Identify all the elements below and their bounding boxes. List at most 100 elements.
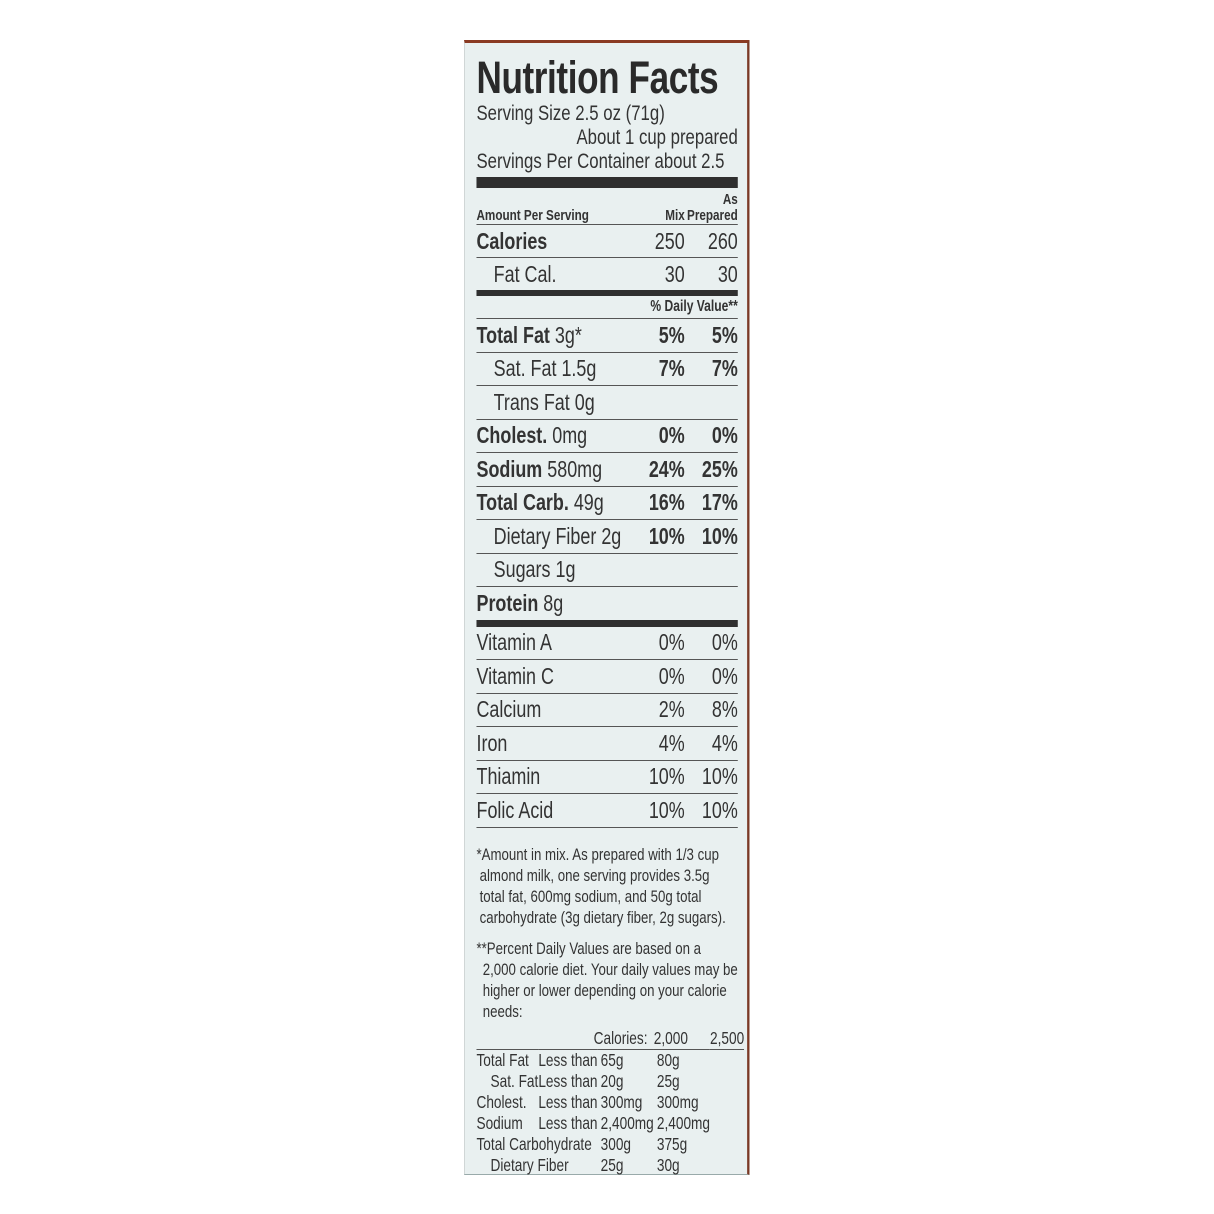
nutrient-amount: 8g: [543, 589, 564, 616]
nutrient-name: Dietary Fiber: [493, 522, 597, 549]
vitamin-mix-dv: 4%: [658, 729, 685, 756]
dv-2000-value: 300mg: [600, 1091, 643, 1112]
medium-divider: [476, 290, 738, 296]
serving-note: About 1 cup prepared: [576, 125, 738, 149]
vitamin-name: Vitamin A: [476, 629, 552, 656]
fat-cal-label: Fat Cal.: [493, 260, 557, 287]
nutrient-prepared-dv: 7%: [711, 355, 738, 382]
nutrient-prepared-dv: 10%: [701, 522, 738, 549]
nutrient-label: Total Fat 3g*: [476, 322, 623, 349]
dv-calories-label: Calories:: [593, 1027, 648, 1048]
nutrient-row: Sugars 1g: [476, 554, 738, 587]
amount-header: Amount Per Serving Mix As Prepared: [476, 188, 738, 225]
nutrient-prepared-dv: 17%: [701, 489, 738, 516]
nutrition-facts-panel: Nutrition Facts Serving Size 2.5 oz (71g…: [464, 40, 750, 1176]
dv-2000-value: 2,400mg: [600, 1112, 654, 1133]
dv-table-row: Cholest. Less than 300mg 300mg: [476, 1092, 744, 1113]
nutrient-label: Total Carb. 49g: [476, 489, 623, 516]
nutrient-name: Total Fat: [476, 321, 550, 348]
vitamin-row: Vitamin C 0% 0%: [476, 660, 738, 694]
dv-2000: 2,000: [653, 1027, 688, 1048]
nutrient-mix-dv: 5%: [658, 321, 685, 348]
vitamin-mix-dv: 0%: [658, 629, 685, 656]
nutrient-prepared-dv: 25%: [701, 455, 738, 482]
dv-table-row: Sodium Less than 2,400mg 2,400mg: [476, 1113, 744, 1134]
dv-qualifier: Less than: [538, 1049, 598, 1070]
nutrient-prepared-dv: 0%: [711, 422, 738, 449]
vitamin-row: Iron 4% 4%: [476, 727, 738, 761]
nutrient-name: Protein: [476, 589, 539, 616]
vitamin-mix-dv: 10%: [648, 796, 685, 823]
dv-nutrient: Sat. Fat: [490, 1070, 539, 1091]
nutrient-name: Cholest.: [476, 422, 548, 449]
dv-nutrient: Total Fat: [476, 1049, 529, 1070]
fat-cal-mix: 30: [664, 260, 685, 287]
nutrient-label: Trans Fat 0g: [476, 389, 623, 416]
vitamin-row: Vitamin A 0% 0%: [476, 627, 738, 660]
calories-prepared: 260: [707, 227, 738, 254]
nutrient-amount: 2g: [601, 522, 622, 549]
vitamin-prepared-dv: 0%: [711, 662, 738, 689]
dv-nutrient: Total Carbohydrate: [476, 1133, 592, 1154]
nutrient-row: Trans Fat 0g: [476, 386, 738, 420]
nutrient-amount: 1g: [555, 556, 576, 583]
dv-2000-value: 25g: [600, 1154, 624, 1175]
nutrient-row: Protein 8g: [476, 587, 737, 620]
nutrient-row: Cholest. 0mg 0% 0%: [476, 420, 738, 453]
nutrient-name: Sugars: [493, 556, 551, 583]
daily-values-table: Calories: 2,000 2,500 Total Fat Less than…: [476, 1027, 745, 1176]
vitamin-name: Iron: [476, 729, 508, 756]
nutrient-row: Sodium 580mg 24% 25%: [476, 453, 738, 487]
dv-table-row: Total Carbohydrate 300g 375g: [476, 1134, 744, 1155]
nutrient-name: Sodium: [476, 455, 543, 482]
calories-label: Calories: [476, 227, 548, 254]
dv-2500-value: 300mg: [656, 1091, 699, 1112]
col-prepared-top: As: [722, 191, 738, 208]
label-title: Nutrition Facts: [476, 52, 719, 103]
vitamin-mix-dv: 10%: [648, 763, 685, 790]
nutrient-mix-dv: 24%: [648, 455, 685, 482]
calories-mix: 250: [654, 227, 685, 254]
vitamin-prepared-dv: 10%: [701, 763, 738, 790]
dv-nutrient: Dietary Fiber: [490, 1154, 569, 1175]
vitamin-mix-dv: 2%: [658, 696, 685, 723]
nutrient-label: Sat. Fat 1.5g: [476, 355, 623, 382]
dv-table-row: Dietary Fiber 25g 30g: [476, 1155, 744, 1176]
nutrient-amount: 580mg: [547, 455, 603, 482]
dv-qualifier: Less than: [538, 1070, 598, 1091]
col-mix: Mix: [665, 207, 685, 224]
footnote-daily-values: **Percent Daily Values are based on a 2,…: [476, 938, 738, 1021]
dv-2000-value: 65g: [600, 1049, 624, 1070]
vitamin-row: Thiamin 10% 10%: [476, 761, 738, 794]
nutrient-name: Trans Fat: [493, 388, 570, 415]
amount-per-serving: Amount Per Serving: [476, 207, 589, 224]
vitamin-name: Thiamin: [476, 763, 541, 790]
nutrient-mix-dv: 0%: [658, 422, 685, 449]
nutrient-label: Protein 8g: [476, 590, 623, 617]
vitamin-row: Folic Acid 10% 10%: [476, 794, 738, 828]
nutrient-label: Sugars 1g: [476, 556, 623, 583]
dv-table-row: Sat. Fat Less than 20g 25g: [476, 1071, 744, 1092]
vitamin-mix-dv: 0%: [658, 662, 685, 689]
vitamin-row: Calcium 2% 8%: [476, 694, 738, 727]
col-prepared: As Prepared: [685, 192, 738, 224]
vitamin-list: Vitamin A 0% 0% Vitamin C 0% 0% Calcium 2% 8% Iro…: [476, 627, 738, 828]
nutrient-amount: 1.5g: [561, 355, 597, 382]
col-prepared-bottom: Prepared: [687, 207, 738, 224]
dv-2000-value: 300g: [600, 1133, 632, 1154]
nutrient-row: Dietary Fiber 2g 10% 10%: [476, 520, 738, 554]
nutrient-label: Sodium 580mg: [476, 456, 623, 483]
footnote-amount: *Amount in mix. As prepared with 1/3 cup…: [476, 844, 726, 927]
dv-2500-value: 80g: [656, 1049, 680, 1070]
dv-nutrient: Sodium: [476, 1112, 523, 1133]
dv-table-row: Total Fat Less than 65g 80g: [476, 1049, 744, 1071]
daily-value-header: % Daily Value**: [476, 296, 738, 319]
vitamin-prepared-dv: 4%: [711, 729, 738, 756]
dv-qualifier: Less than: [538, 1112, 598, 1133]
dv-2500-value: 25g: [656, 1070, 680, 1091]
nutrient-amount: 49g: [573, 489, 604, 516]
dv-nutrient: Cholest.: [476, 1091, 527, 1112]
vitamin-prepared-dv: 0%: [711, 629, 738, 656]
nutrient-amount: 0mg: [552, 422, 588, 449]
calories-row: Calories 250 260: [476, 225, 738, 258]
